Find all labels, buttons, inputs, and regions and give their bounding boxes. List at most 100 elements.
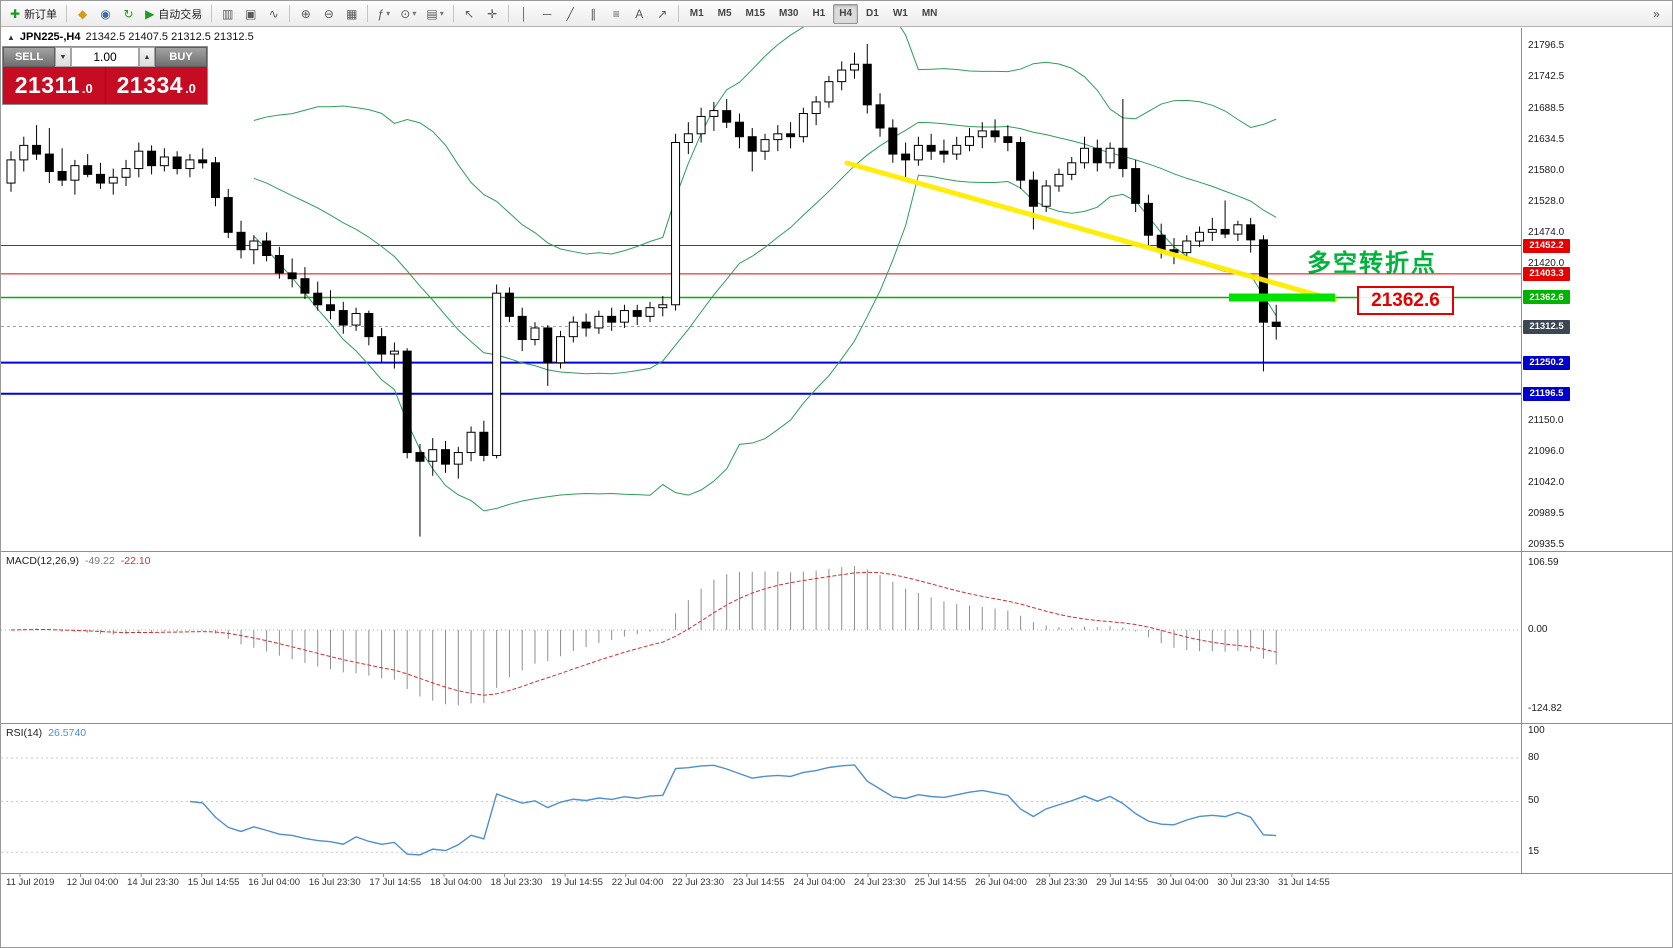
rsi-title: RSI(14) <box>6 727 43 739</box>
candle-body <box>415 452 425 462</box>
candle-body <box>364 312 374 338</box>
profile-icon[interactable]: ◉ <box>95 4 116 24</box>
main-toolbar: ✚ 新订单 ◆ ◉ ↻ ▶ 自动交易 ▥ ▣ ∿ ⊕ ⊖ ▦ ƒ ▾ ⊙ ▾ ▤ ▾ ↖ ✛ │ ─ ╱ ∥ ≡ A ↗ M1 M5 M1… <box>1 1 1672 27</box>
sell-price[interactable]: 21311 .0 <box>3 67 106 104</box>
templates-menu-caret-icon: ▾ <box>439 9 444 18</box>
timeframe-m1[interactable]: M1 <box>689 8 704 19</box>
volume-increase-button[interactable]: ▲ <box>139 47 155 67</box>
toolbar-overflow-icon[interactable]: » <box>1653 6 1660 21</box>
new-order-button-label: 新订单 <box>24 8 58 21</box>
line-chart-icon[interactable]: ∿ <box>263 4 284 24</box>
candle-body <box>262 240 272 257</box>
candle-body <box>338 310 348 326</box>
timeframe-h4[interactable]: H4 <box>833 3 859 24</box>
volume-input[interactable]: 1.00 <box>71 47 139 67</box>
timeframe-m5[interactable]: M5 <box>717 8 732 19</box>
candle-body <box>453 452 463 465</box>
auto-trading-button-label: 自动交易 <box>158 8 203 21</box>
candle-body <box>57 170 67 181</box>
candle-body <box>1067 162 1077 175</box>
time-label: 19 Jul 14:55 <box>551 877 603 888</box>
templates-menu[interactable]: ▤ ▾ <box>422 4 447 24</box>
buy-button[interactable]: BUY <box>155 47 207 67</box>
candle-body <box>159 156 169 167</box>
candle-body <box>287 272 297 280</box>
volume-decrease-button[interactable]: ▼ <box>55 47 71 67</box>
vertical-line-icon[interactable]: │ <box>514 4 535 24</box>
candle-body <box>249 240 259 251</box>
text-icon[interactable]: A <box>629 4 650 24</box>
new-order-button[interactable]: ✚ 新订单 <box>6 4 61 24</box>
candle-body <box>223 197 233 233</box>
candlestick-chart-icon[interactable]: ▣ <box>240 4 261 24</box>
candle-body <box>389 350 399 355</box>
trendline-icon[interactable]: ╱ <box>560 4 581 24</box>
price-axis-label: 21580.0 <box>1528 165 1565 177</box>
candle-body <box>32 144 42 155</box>
line-chart-icon-glyph: ∿ <box>268 6 279 21</box>
indicators-menu-glyph: ƒ <box>377 6 385 21</box>
horizontal-line-icon-glyph: ─ <box>542 6 552 21</box>
buy-price[interactable]: 21334 .0 <box>105 67 207 104</box>
buy-price-frac: .0 <box>185 81 196 96</box>
candle-body <box>185 159 195 170</box>
candle-body <box>1195 231 1205 242</box>
macd-signal-line <box>10 571 1277 696</box>
tile-windows-icon[interactable]: ▦ <box>341 4 362 24</box>
zoom-in-icon[interactable]: ⊕ <box>295 4 316 24</box>
cursor-icon[interactable]: ↖ <box>459 4 480 24</box>
candle-body <box>1143 202 1153 236</box>
symbol-expand-icon[interactable]: ▲ <box>7 32 15 42</box>
sell-price-frac: .0 <box>81 81 93 96</box>
refresh-icon[interactable]: ↻ <box>118 4 139 24</box>
price-axis-label: 21688.5 <box>1528 102 1565 114</box>
candle-body <box>479 431 489 456</box>
candle-body <box>581 321 591 329</box>
bar-chart-icon[interactable]: ▥ <box>217 4 238 24</box>
sell-button[interactable]: SELL <box>3 47 55 67</box>
price-axis-label: 21742.5 <box>1528 71 1565 83</box>
candle-body <box>1080 147 1090 164</box>
periods-menu-caret-icon: ▾ <box>412 9 417 18</box>
indicators-menu-caret-icon: ▾ <box>386 9 391 18</box>
candle-body <box>786 133 796 138</box>
timeframe-m15[interactable]: M15 <box>745 8 765 19</box>
timeframe-d1[interactable]: D1 <box>866 8 879 19</box>
candle-body <box>734 121 744 138</box>
candle-body <box>210 162 220 199</box>
time-label: 24 Jul 04:00 <box>793 877 846 888</box>
candle-body <box>1028 179 1038 207</box>
text-icon-glyph: A <box>635 6 644 21</box>
support-price-label[interactable]: 21362.6 <box>1357 286 1454 315</box>
fibonacci-icon[interactable]: ≡ <box>606 4 627 24</box>
periods-menu[interactable]: ⊙ ▾ <box>396 4 420 24</box>
indicators-menu[interactable]: ƒ ▾ <box>373 4 394 24</box>
candle-body <box>875 104 885 129</box>
timeframe-h1[interactable]: H1 <box>812 8 826 19</box>
crosshair-icon[interactable]: ✛ <box>482 4 503 24</box>
candle-body <box>1258 239 1268 323</box>
auto-trading-button[interactable]: ▶ 自动交易 <box>141 4 206 24</box>
channel-icon[interactable]: ∥ <box>583 4 604 24</box>
timeframe-m30[interactable]: M30 <box>779 8 799 19</box>
rsi-axis-label: 15 <box>1528 846 1540 857</box>
time-label: 16 Jul 23:30 <box>308 877 361 888</box>
timeframe-mn[interactable]: MN <box>921 8 938 19</box>
candle-body <box>121 168 131 178</box>
time-label: 22 Jul 04:00 <box>611 877 664 888</box>
arrow-icon[interactable]: ↗ <box>652 4 673 24</box>
zoom-out-icon[interactable]: ⊖ <box>318 4 339 24</box>
candle-body <box>952 144 962 155</box>
candle-body <box>1092 147 1102 164</box>
trendline[interactable] <box>844 160 1338 303</box>
horizontal-line-icon[interactable]: ─ <box>537 4 558 24</box>
macd-title: MACD(12,26,9) <box>6 555 79 567</box>
turning-point-annotation[interactable]: 多空转折点 <box>1307 250 1437 277</box>
candle-body <box>134 150 144 170</box>
candle-body <box>83 165 93 175</box>
timeframe-w1[interactable]: W1 <box>892 8 908 19</box>
candle-body <box>1233 224 1243 235</box>
symbols-icon[interactable]: ◆ <box>72 4 93 24</box>
